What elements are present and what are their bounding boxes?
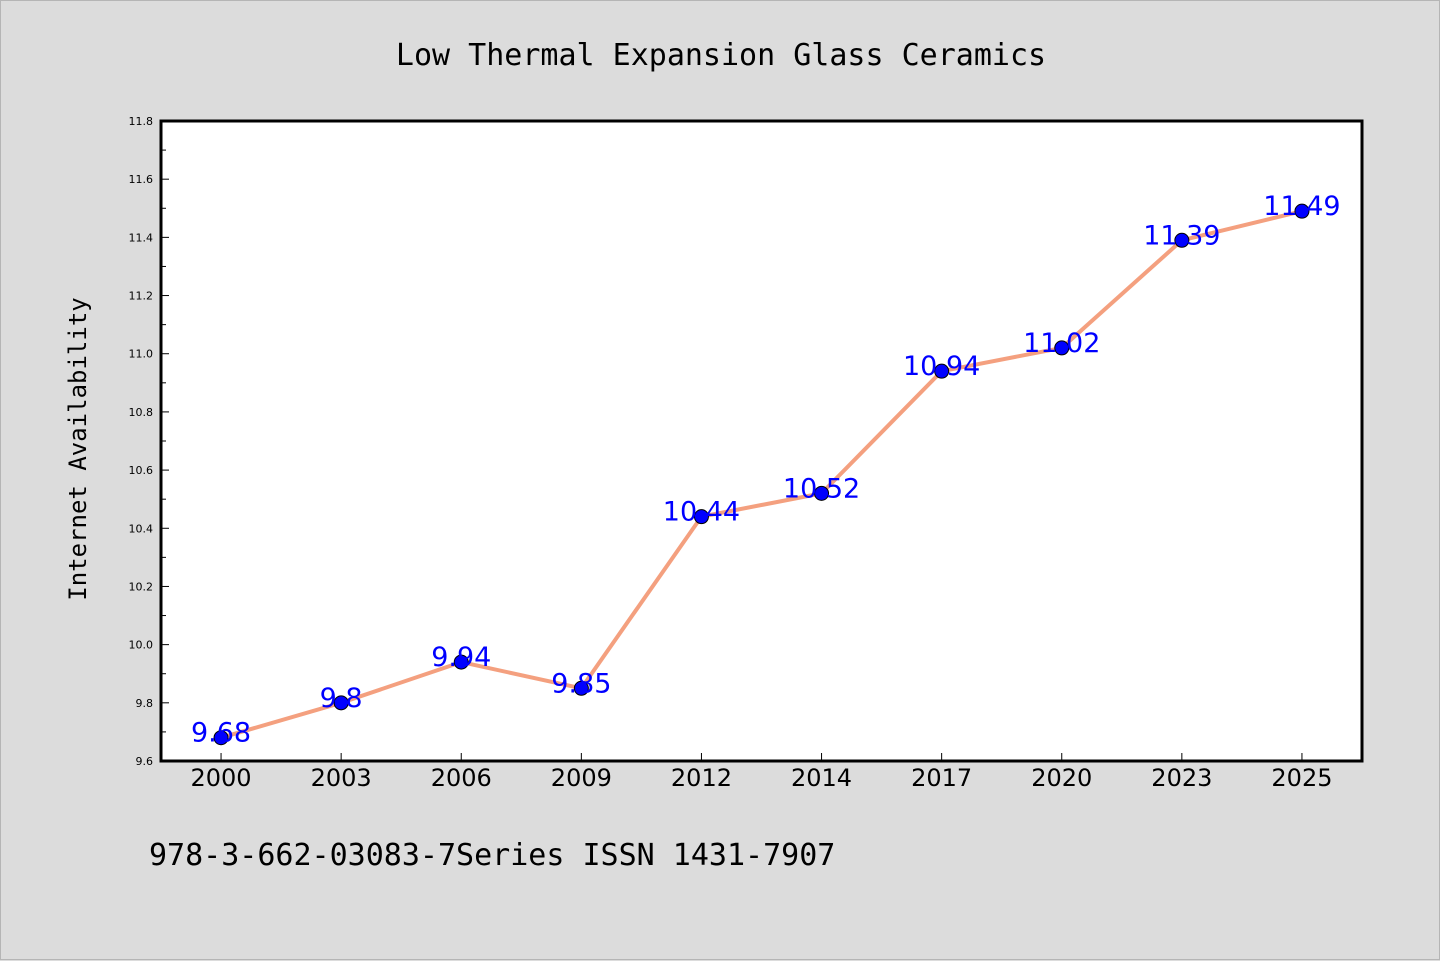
- y-tick-label: 9.6: [136, 755, 154, 768]
- data-point: [934, 363, 950, 379]
- y-tick-label: 10.0: [129, 639, 154, 652]
- x-tick-label: 2023: [1151, 764, 1212, 792]
- x-tick-label: 2017: [911, 764, 972, 792]
- y-tick-label: 11.4: [129, 231, 154, 244]
- x-tick-label: 2003: [311, 764, 372, 792]
- y-tick-label: 11.0: [129, 348, 154, 361]
- data-label: 10.94: [903, 351, 980, 382]
- y-axis-label: Internet Availability: [64, 297, 92, 600]
- x-tick-label: 2020: [1031, 764, 1092, 792]
- data-label: 11.02: [1023, 328, 1100, 359]
- data-label: 9.68: [191, 718, 251, 749]
- data-point: [1174, 232, 1190, 248]
- y-tick-label: 10.6: [129, 464, 154, 477]
- data-label: 9.94: [431, 642, 491, 673]
- x-tick-label: 2000: [191, 764, 252, 792]
- data-label: 10.52: [783, 473, 860, 504]
- data-point: [213, 730, 229, 746]
- x-tick-label: 2012: [671, 764, 732, 792]
- y-tick-label: 10.2: [129, 580, 154, 593]
- plot-area: [159, 119, 1364, 763]
- data-point: [1054, 340, 1070, 356]
- data-label: 11.49: [1263, 191, 1340, 222]
- series-line: [220, 209, 1303, 740]
- y-tick-label: 11.6: [129, 173, 154, 186]
- data-point: [453, 654, 469, 670]
- y-tick-label: 10.4: [129, 522, 154, 535]
- data-label: 9.8: [320, 683, 363, 714]
- footer-text: 978-3-662-03083-7Series ISSN 1431-7907: [149, 838, 835, 873]
- data-point: [814, 485, 830, 501]
- data-label: 9.85: [551, 668, 611, 699]
- y-tick-label: 11.2: [129, 290, 154, 303]
- x-tick-label: 2006: [431, 764, 492, 792]
- data-label: 11.39: [1143, 220, 1220, 251]
- x-tick-label: 2009: [551, 764, 612, 792]
- x-tick-label: 2025: [1271, 764, 1332, 792]
- x-tick-label: 2014: [791, 764, 852, 792]
- y-tick-label: 9.8: [136, 697, 154, 710]
- data-label: 10.44: [663, 497, 740, 528]
- data-point: [573, 680, 589, 696]
- data-points: [213, 203, 1310, 746]
- y-tick-label: 10.8: [129, 406, 154, 419]
- data-point: [1294, 203, 1310, 219]
- data-point: [333, 695, 349, 711]
- series-line-group: [220, 209, 1303, 740]
- x-axis-ticks: 2000 2003 2006 2009 2012 2014 2017 2020 2023 2025: [191, 753, 1332, 792]
- y-tick-label: 11.8: [129, 115, 154, 128]
- data-point: [693, 509, 709, 525]
- chart-title: Low Thermal Expansion Glass Ceramics: [396, 38, 1046, 73]
- data-labels: 9.68 9.8 9.94 9.85 10.44 10.52 10.94 11.02 11.39…: [191, 191, 1341, 749]
- y-axis-ticks: 9.6 9.8 10.0 10.2 10.4 10.6 10.8 11.0 11.2 11.4 11…: [129, 115, 169, 768]
